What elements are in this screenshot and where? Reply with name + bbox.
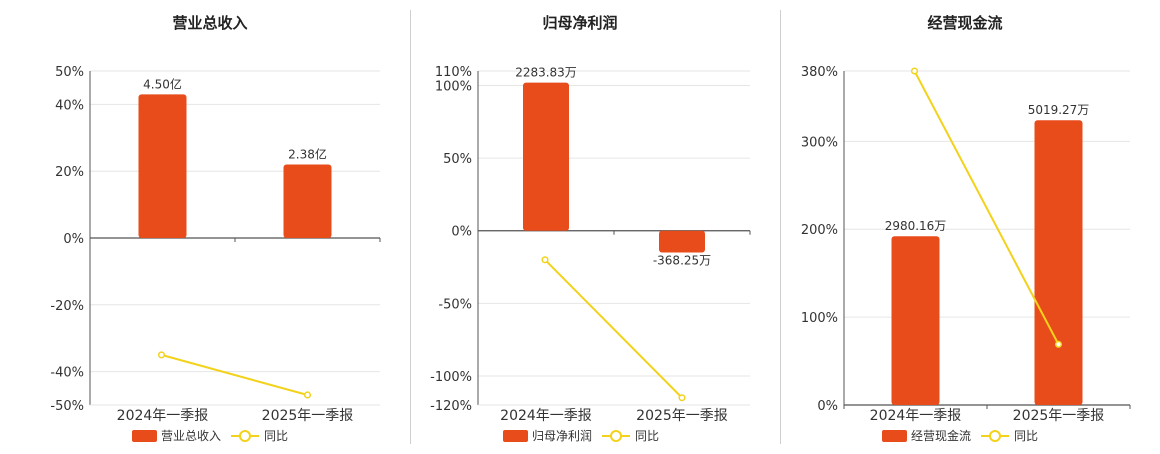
- x-tick-label: 2025年一季报: [1013, 408, 1105, 424]
- bar-data-label: 5019.27万: [1028, 103, 1090, 117]
- y-tick-label: -20%: [50, 299, 84, 314]
- y-tick-label: 300%: [801, 135, 838, 150]
- y-tick-label: 110%: [435, 65, 472, 80]
- y-tick-label: 50%: [55, 65, 84, 80]
- y-tick-label: 0%: [451, 225, 472, 240]
- bar-data-label: -368.25万: [653, 254, 711, 268]
- y-tick-label: 200%: [801, 223, 838, 238]
- yoy-line: [913, 70, 1060, 345]
- panel-divider: [410, 10, 411, 444]
- bar-data-label: 2.38亿: [288, 147, 327, 162]
- yoy-point: [910, 67, 919, 75]
- bar: [1034, 120, 1083, 405]
- legend-line-marker: [989, 430, 1001, 442]
- legend-line-marker: [239, 430, 251, 442]
- bar: [891, 236, 940, 405]
- y-tick-label: 100%: [435, 80, 472, 95]
- bar: [138, 94, 187, 238]
- x-tick-label: 2024年一季报: [500, 408, 592, 424]
- y-tick-label: -50%: [50, 399, 84, 414]
- legend-line-marker: [610, 430, 622, 442]
- y-tick-label: -120%: [430, 399, 472, 414]
- y-tick-label: 0%: [63, 232, 84, 247]
- bar: [523, 82, 569, 231]
- panel-divider: [780, 10, 781, 444]
- bar: [283, 164, 332, 238]
- yoy-line: [161, 353, 308, 396]
- legend-line-label: 同比: [1014, 429, 1038, 443]
- chart-title: 归母净利润: [542, 14, 617, 32]
- bar-data-label: 4.50亿: [143, 76, 182, 91]
- legend-bar-label: 归母净利润: [532, 429, 592, 443]
- y-tick-label: 50%: [443, 152, 472, 167]
- legend-bar-swatch: [882, 430, 907, 442]
- y-tick-label: 100%: [801, 311, 838, 326]
- legend-bar-swatch: [503, 430, 528, 442]
- legend-line-label: 同比: [264, 429, 288, 443]
- x-tick-label: 2024年一季报: [117, 408, 209, 424]
- yoy-line: [544, 259, 683, 399]
- bar-data-label: 2283.83万: [515, 66, 577, 80]
- yoy-point: [541, 256, 549, 264]
- y-tick-label: 380%: [801, 65, 838, 80]
- legend-line-label: 同比: [635, 429, 659, 443]
- y-tick-label: -50%: [438, 297, 472, 312]
- yoy-point: [303, 391, 312, 399]
- y-tick-label: -100%: [430, 370, 472, 385]
- y-tick-label: 20%: [55, 165, 84, 180]
- legend-bar-label: 营业总收入: [161, 429, 221, 443]
- x-tick-label: 2025年一季报: [636, 408, 728, 424]
- y-tick-label: 0%: [817, 399, 838, 414]
- yoy-point: [1054, 340, 1063, 348]
- bar: [659, 230, 705, 253]
- legend-bar-label: 经营现金流: [911, 428, 971, 443]
- legend-bar-swatch: [132, 430, 157, 442]
- x-tick-label: 2025年一季报: [262, 408, 354, 424]
- yoy-point: [678, 394, 686, 402]
- x-tick-label: 2024年一季报: [870, 408, 962, 424]
- y-tick-label: 40%: [55, 98, 84, 113]
- yoy-point: [157, 351, 166, 359]
- chart-title: 经营现金流: [927, 14, 1002, 32]
- chart-title: 营业总收入: [172, 14, 247, 32]
- y-tick-label: -40%: [50, 366, 84, 381]
- bar-data-label: 2980.16万: [885, 219, 947, 233]
